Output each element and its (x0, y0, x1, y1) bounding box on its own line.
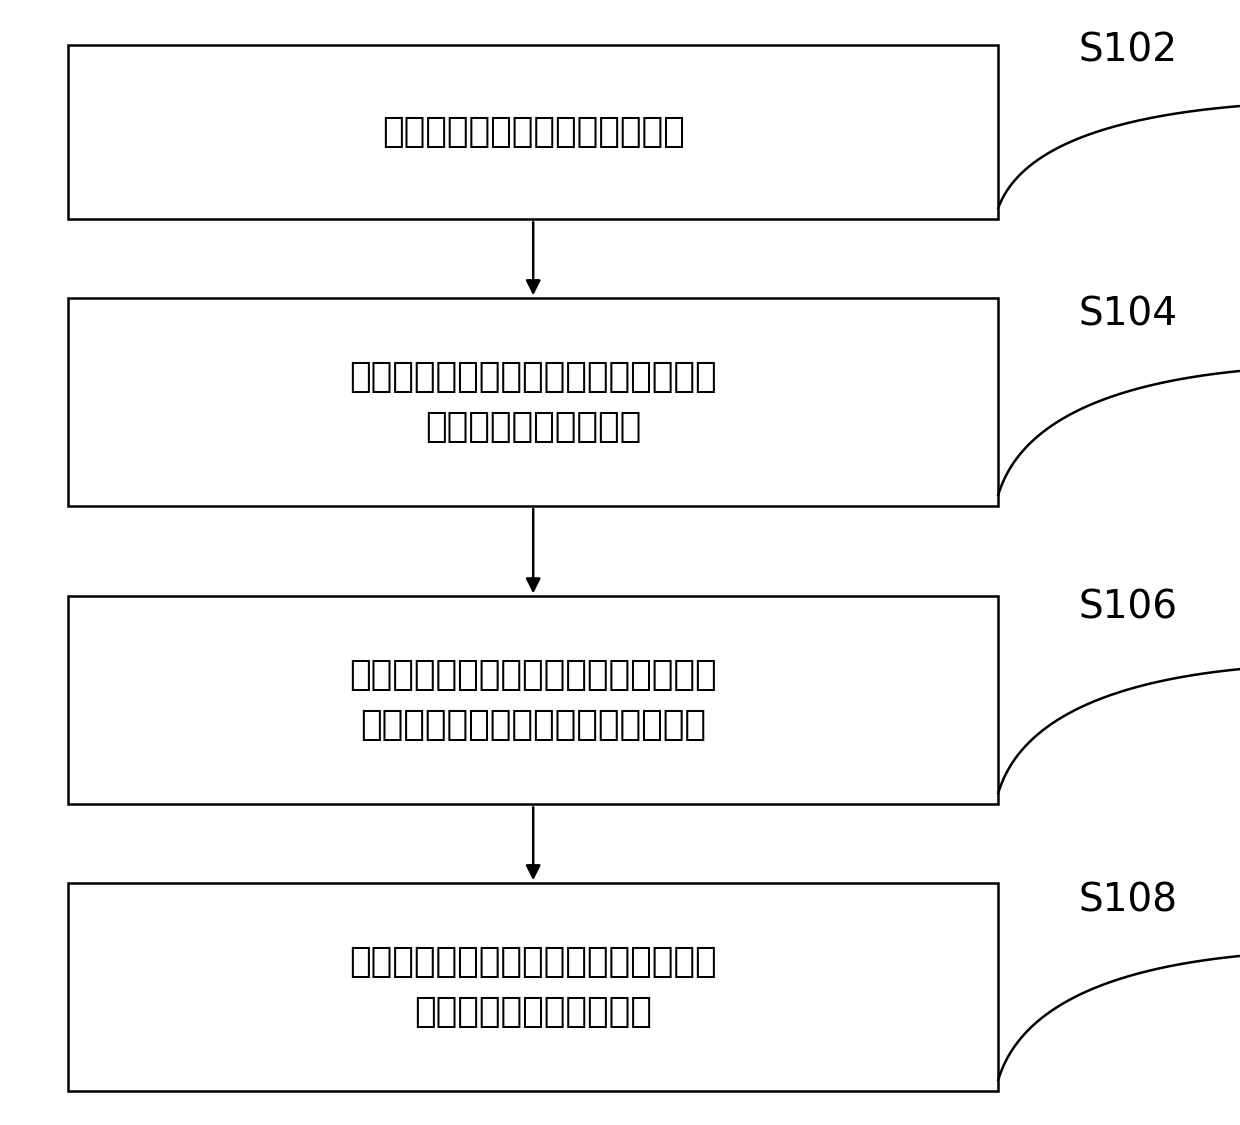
FancyBboxPatch shape (68, 883, 998, 1091)
Text: S108: S108 (1079, 881, 1178, 919)
Text: 对第一数据波形进行处理，得到第一压
力数据组，以及得到第一流量数据组: 对第一数据波形进行处理，得到第一压 力数据组，以及得到第一流量数据组 (350, 658, 717, 743)
Text: S106: S106 (1079, 588, 1178, 627)
FancyBboxPatch shape (68, 45, 998, 219)
Text: 基于气道内的压力数据和气道内的流量
数据构建第一数据波形: 基于气道内的压力数据和气道内的流量 数据构建第一数据波形 (350, 360, 717, 444)
FancyBboxPatch shape (68, 596, 998, 804)
Text: S102: S102 (1079, 32, 1178, 70)
Text: 基于第一压力数据组和第一流量数据组
，调整氧疗仪的输出气量: 基于第一压力数据组和第一流量数据组 ，调整氧疗仪的输出气量 (350, 945, 717, 1029)
Text: S104: S104 (1079, 296, 1178, 334)
Text: 获取氧疗仪工作时气道内的数据: 获取氧疗仪工作时气道内的数据 (382, 115, 684, 150)
FancyBboxPatch shape (68, 298, 998, 506)
